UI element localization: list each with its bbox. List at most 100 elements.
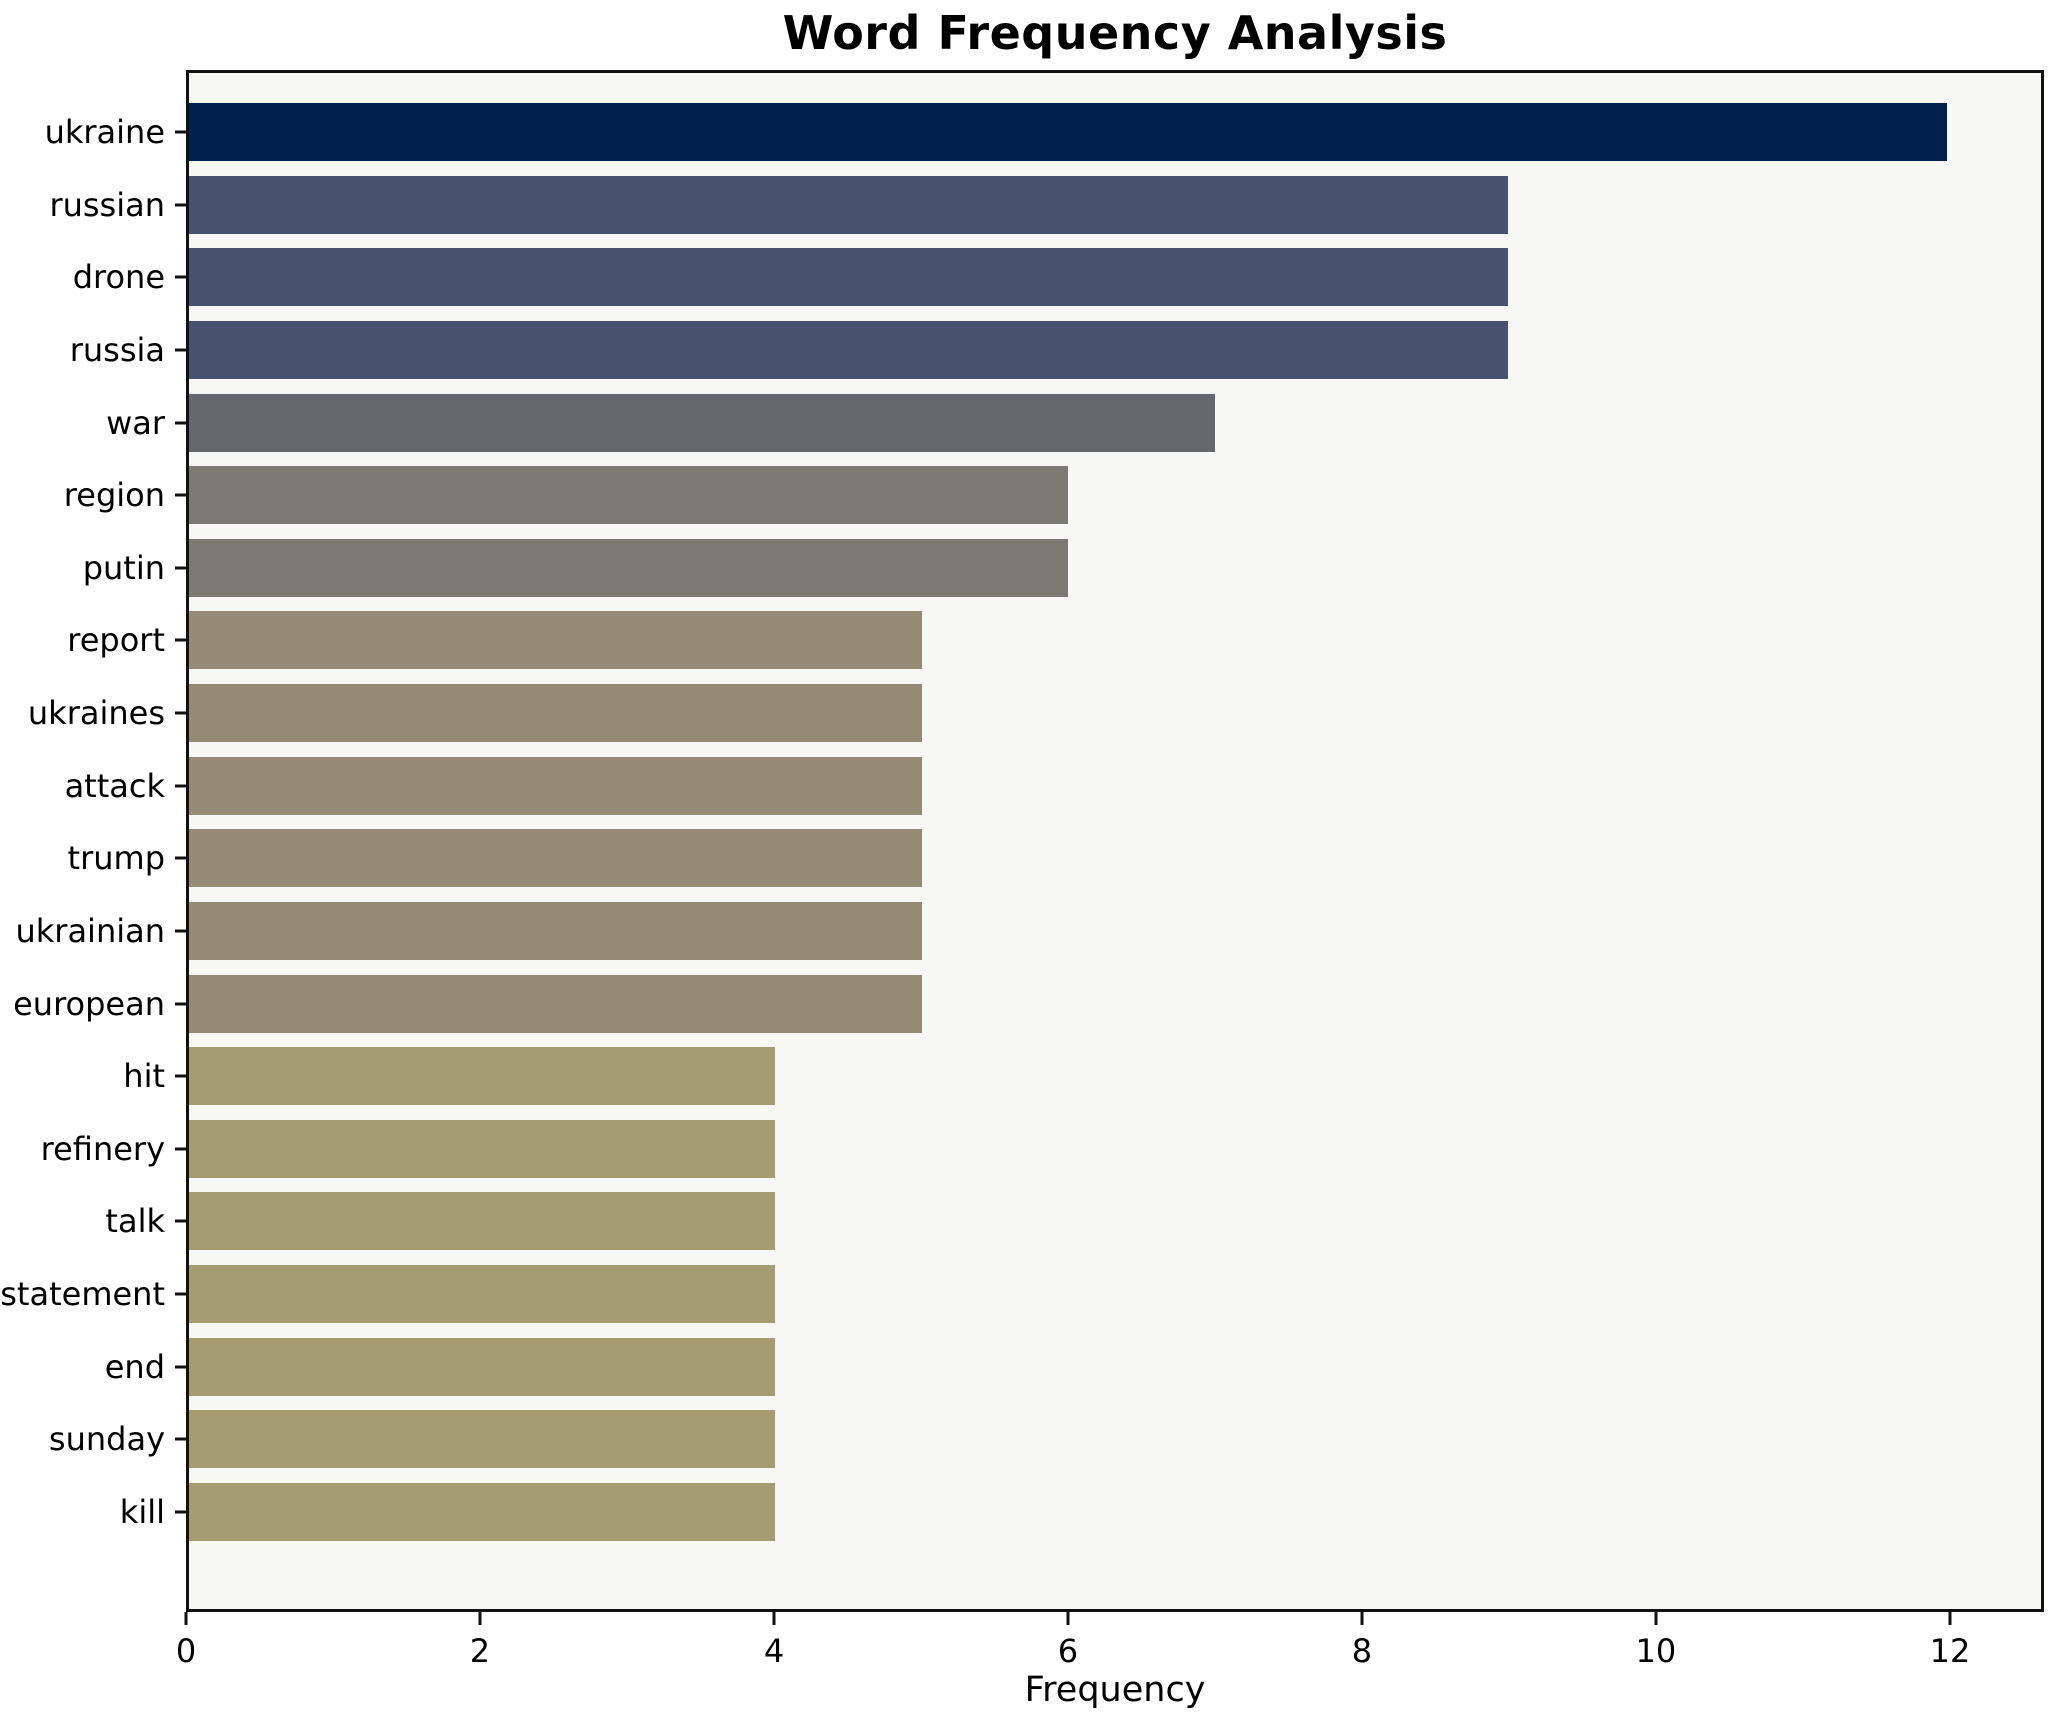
x-tick-mark [1360,1612,1364,1625]
y-tick-mark [175,1074,186,1078]
x-tick-label: 4 [763,1632,785,1670]
bar [189,393,1215,452]
bar-row: end [105,1337,2041,1396]
bar-row: war [106,393,2041,452]
x-tick-label: 12 [1929,1632,1971,1670]
y-label: ukraines [27,694,165,732]
bar [189,248,1508,307]
bar [189,974,922,1033]
bar-row: refinery [41,1119,2041,1178]
y-label: russian [49,185,165,224]
x-tick-label: 2 [469,1632,491,1670]
y-tick-mark [175,421,186,424]
bar-row: russia [70,320,2041,379]
y-tick-mark [175,1002,186,1005]
chart-title: Word Frequency Analysis [782,6,1448,60]
y-tick-mark [175,1365,186,1369]
x-tick-label: 10 [1635,1632,1677,1670]
y-label: putin [82,548,165,587]
bar-row: putin [83,538,2041,597]
bar-row: ukraines [28,684,2041,742]
y-tick-mark [175,203,186,207]
x-tick-mark [1948,1612,1952,1625]
bar-row: region [64,466,2041,525]
y-tick-mark [175,1219,186,1223]
bar [189,1119,776,1178]
bar-row: european [13,974,2041,1033]
y-label: refinery [40,1129,165,1168]
bar [189,466,1069,525]
x-tick-mark [772,1612,776,1625]
y-tick-mark [175,348,186,352]
bar-row: statement [0,1265,2041,1323]
y-tick-mark [175,1510,186,1514]
y-tick-mark [175,856,186,860]
bar [189,611,922,670]
bar [189,756,922,815]
bar-row: sunday [49,1410,2041,1469]
bar [189,175,1508,234]
bar [189,1047,776,1106]
y-tick-mark [175,275,186,279]
x-tick-mark [478,1612,482,1625]
y-label: attack [64,766,165,805]
bar-row: report [67,611,2041,670]
y-label: ukraine [44,113,165,151]
y-tick-mark [175,566,186,570]
bar [189,1265,776,1323]
y-tick-mark [175,130,186,134]
bars-container: ukraine russian drone russia war region putin r… [0,73,2041,1609]
y-tick-mark [175,711,186,715]
x-tick-mark [1066,1612,1070,1625]
bar [189,901,922,960]
y-label: talk [105,1202,165,1241]
y-tick-mark [175,1437,186,1441]
y-tick-mark [175,929,186,933]
x-tick-label: 0 [175,1632,197,1670]
bar-row: ukrainian [15,901,2041,960]
x-axis: 0 2 4 6 8 10 12 [176,1612,2044,1682]
x-tick-mark [184,1612,188,1625]
y-label: end [104,1347,165,1386]
bar-row: hit [123,1047,2041,1106]
x-tick-label: 8 [1351,1632,1373,1670]
y-tick-mark [175,784,186,788]
bar [189,1337,776,1396]
y-label: report [67,621,165,660]
bar-row: russian [49,175,2041,234]
y-label: trump [67,839,165,878]
y-label: region [63,476,165,515]
bar-row: ukraine [45,103,2041,161]
bar [189,829,922,888]
bar [189,320,1508,379]
plot-area: ukraine russian drone russia war region putin r… [0,70,2044,1612]
bar [189,1482,776,1541]
bar-row: kill [120,1482,2041,1541]
bar [189,538,1069,597]
bar-row: attack [65,756,2041,815]
y-label: kill [119,1492,165,1531]
y-label: sunday [48,1420,165,1459]
y-tick-mark [175,638,186,642]
y-label: hit [123,1057,165,1096]
bar-row: talk [105,1192,2041,1251]
bar-row: trump [68,829,2041,888]
bar-row: drone [73,248,2041,307]
bar [189,1410,776,1469]
y-label: statement [0,1275,165,1313]
x-tick-label: 6 [1057,1632,1079,1670]
y-tick-mark [175,493,186,497]
y-tick-mark [175,1292,186,1296]
y-label: russia [69,330,165,369]
y-label: war [106,403,165,442]
y-label: european [13,984,165,1023]
y-label: drone [72,258,165,297]
bar [189,684,922,742]
y-label: ukrainian [15,911,165,950]
x-axis-title: Frequency [1024,1670,1206,1710]
bar [189,1192,776,1251]
y-tick-mark [175,1147,186,1151]
x-tick-mark [1654,1612,1658,1625]
bar [189,103,1948,161]
